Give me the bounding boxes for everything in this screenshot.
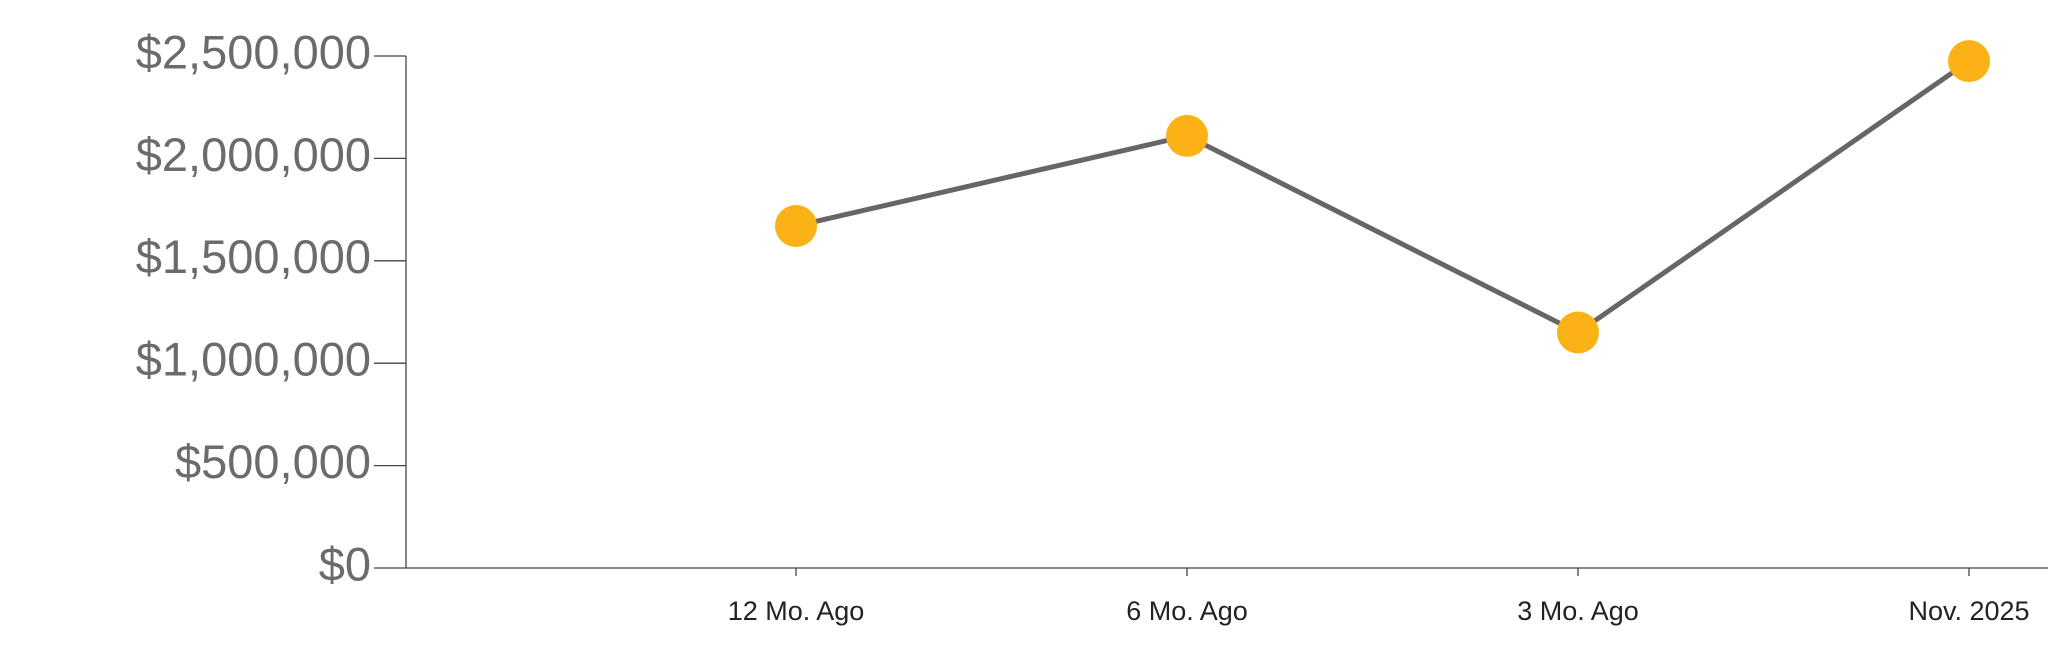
y-tick-label: $500,000 xyxy=(175,435,371,488)
x-tick-label: 3 Mo. Ago xyxy=(1517,596,1639,626)
y-tick-label: $1,500,000 xyxy=(136,230,371,283)
point xyxy=(1557,311,1599,354)
point xyxy=(1948,40,1990,83)
point xyxy=(775,204,817,247)
series-line xyxy=(795,59,1971,336)
point xyxy=(1166,114,1208,157)
x-tick-label: 6 Mo. Ago xyxy=(1126,596,1248,626)
y-tick-label: $2,000,000 xyxy=(136,128,371,181)
y-tick-label: $1,000,000 xyxy=(136,333,371,386)
y-tick-label: $0 xyxy=(319,537,371,590)
x-tick-label: Nov. 2025 xyxy=(1908,596,2029,626)
y-tick-label: $2,500,000 xyxy=(136,25,371,78)
x-tick-label: 12 Mo. Ago xyxy=(728,596,865,626)
